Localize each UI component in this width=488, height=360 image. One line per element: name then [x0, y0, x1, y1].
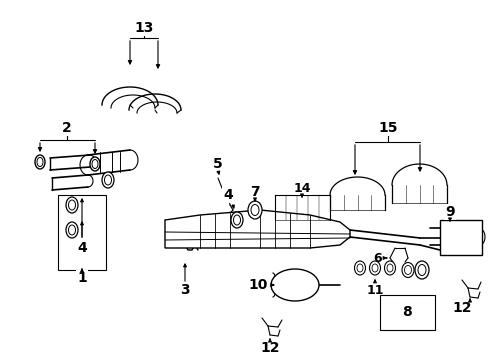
Ellipse shape [386, 264, 392, 272]
Ellipse shape [37, 158, 43, 166]
Ellipse shape [90, 157, 100, 171]
Ellipse shape [250, 204, 259, 216]
Ellipse shape [66, 222, 78, 238]
Text: 6: 6 [373, 252, 382, 265]
Ellipse shape [404, 266, 411, 274]
Ellipse shape [230, 212, 243, 228]
Text: 8: 8 [401, 305, 411, 319]
Text: 10: 10 [248, 278, 267, 292]
Ellipse shape [384, 261, 395, 275]
Ellipse shape [233, 215, 240, 225]
Ellipse shape [68, 200, 75, 210]
Ellipse shape [102, 172, 114, 188]
Text: 13: 13 [134, 21, 153, 35]
Text: 15: 15 [378, 121, 397, 135]
Ellipse shape [356, 264, 362, 272]
Text: 7: 7 [250, 185, 259, 199]
Text: 2: 2 [62, 121, 72, 135]
Text: 4: 4 [77, 241, 87, 255]
Bar [439, 220, 481, 255]
Ellipse shape [247, 201, 262, 219]
Ellipse shape [270, 269, 318, 301]
Ellipse shape [369, 261, 380, 275]
Text: 5: 5 [213, 157, 223, 171]
Text: 4: 4 [223, 188, 232, 202]
Ellipse shape [104, 175, 111, 185]
Ellipse shape [66, 197, 78, 213]
Text: 14: 14 [293, 181, 310, 194]
Ellipse shape [401, 262, 413, 278]
Ellipse shape [35, 155, 45, 169]
Text: 1: 1 [77, 271, 87, 285]
Ellipse shape [414, 261, 428, 279]
Ellipse shape [68, 225, 75, 235]
Ellipse shape [371, 264, 377, 272]
Ellipse shape [354, 261, 365, 275]
Text: 3: 3 [180, 283, 189, 297]
Text: 12: 12 [260, 341, 279, 355]
Text: 9: 9 [444, 205, 454, 219]
Bar [379, 295, 434, 330]
Text: 11: 11 [366, 284, 383, 297]
Text: 12: 12 [451, 301, 471, 315]
Bar [58, 195, 106, 270]
Polygon shape [164, 210, 349, 248]
Ellipse shape [92, 159, 98, 168]
Ellipse shape [417, 265, 425, 275]
